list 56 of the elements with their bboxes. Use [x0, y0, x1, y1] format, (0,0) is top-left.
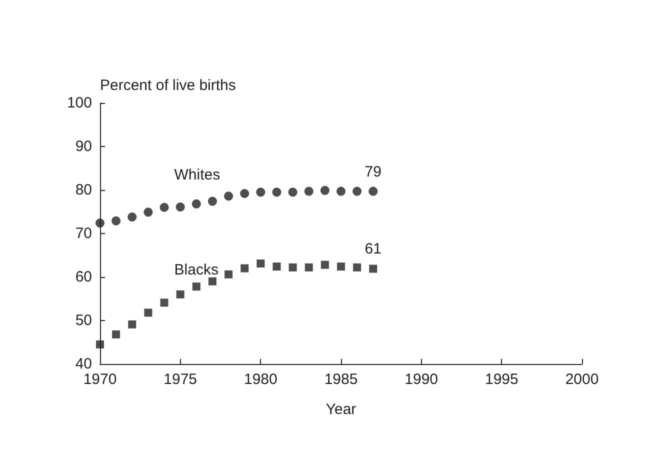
x-tick-label: 1985 [324, 371, 358, 388]
x-tick-label: 2000 [565, 371, 599, 388]
point [128, 212, 137, 222]
point [256, 260, 265, 268]
point [336, 186, 346, 196]
y-tick-label: 40 [75, 356, 92, 372]
point [176, 290, 184, 298]
point [353, 263, 362, 272]
y-tick-label: 50 [75, 312, 92, 329]
point [240, 188, 250, 198]
point [208, 277, 216, 286]
point [160, 202, 169, 212]
annotation: 61 [364, 240, 382, 258]
point [208, 196, 217, 206]
point [337, 262, 345, 271]
point [176, 202, 185, 212]
x-tick-label: 1995 [484, 371, 518, 388]
y-tick-label: 90 [75, 138, 92, 155]
point [192, 199, 201, 208]
point [369, 264, 378, 273]
point [144, 308, 152, 317]
point [288, 188, 298, 197]
point [352, 186, 362, 196]
x-tick-label: 1980 [244, 371, 278, 388]
y-tick-label: 80 [75, 182, 92, 198]
series-label: Blacks [174, 262, 218, 279]
point [96, 340, 104, 348]
point [112, 216, 121, 226]
point [288, 263, 297, 272]
point [272, 262, 281, 271]
point [256, 188, 266, 197]
x-tick-label: 1975 [164, 371, 198, 388]
y-tick-label: 100 [66, 94, 92, 112]
point [224, 270, 233, 278]
point [320, 186, 330, 195]
point [368, 186, 378, 196]
point [192, 282, 200, 291]
x-tick-label: 1990 [404, 371, 438, 388]
point [160, 298, 168, 307]
point [128, 320, 136, 328]
point [112, 330, 120, 338]
series-label: Whites [174, 166, 220, 184]
point [144, 208, 153, 217]
y-tick-label: 70 [75, 225, 92, 242]
point [304, 186, 314, 196]
annotation: 79 [364, 163, 382, 180]
point [272, 188, 282, 197]
y-axis-title: Percent of live births [100, 77, 236, 94]
point [304, 263, 313, 272]
point [224, 192, 234, 201]
x-tick-label: 1970 [83, 371, 117, 388]
point [240, 264, 249, 272]
point [320, 260, 329, 269]
point [96, 218, 104, 228]
y-tick-label: 60 [75, 268, 92, 286]
x-axis-title: Year [326, 401, 356, 418]
